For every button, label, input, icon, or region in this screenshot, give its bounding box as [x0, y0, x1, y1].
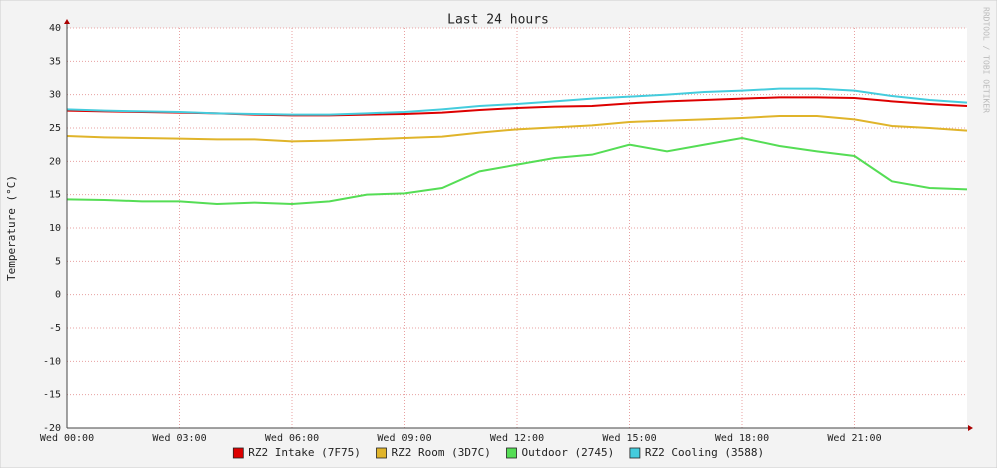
legend-swatch [629, 447, 641, 459]
x-tick-label: Wed 21:00 [827, 433, 881, 444]
x-tick-label: Wed 12:00 [490, 433, 544, 444]
watermark: RRDTOOL / TOBI OETIKER [982, 7, 991, 113]
y-axis-label: Temperature (°C) [5, 175, 18, 281]
y-tick-label: -5 [49, 323, 61, 334]
x-tick-label: Wed 06:00 [265, 433, 319, 444]
series-line [66, 87, 968, 116]
x-tick-label: Wed 03:00 [152, 433, 206, 444]
y-tick-label: 10 [49, 223, 61, 234]
legend-label: RZ2 Cooling (3588) [645, 446, 764, 459]
x-tick-label: Wed 09:00 [377, 433, 431, 444]
axis-arrow [968, 425, 973, 431]
x-tick-label: Wed 18:00 [715, 433, 769, 444]
y-tick-label: 0 [55, 290, 61, 301]
y-tick-label: -10 [43, 356, 61, 367]
series-line [66, 136, 968, 206]
legend-swatch [376, 447, 387, 459]
legend-label: RZ2 Intake (7F75) [248, 446, 361, 459]
legend: RZ2 Intake (7F75) RZ2 Room (3D7C) Outdoor … [232, 446, 764, 459]
y-tick-label: 5 [55, 256, 61, 267]
x-tick-label: Wed 00:00 [40, 433, 94, 444]
legend-swatch [232, 447, 244, 459]
lines [66, 87, 968, 206]
series-line [66, 115, 968, 143]
y-tick-label: -20 [43, 423, 61, 434]
grid [66, 27, 967, 429]
axis-arrow [64, 19, 70, 24]
y-tick-label: -15 [43, 390, 61, 401]
chart-title: Last 24 hours [447, 13, 549, 28]
y-tick-label: 40 [49, 23, 61, 34]
legend-label: Outdoor (2745) [522, 446, 615, 459]
y-tick-label: 20 [49, 156, 61, 167]
legend-swatch [506, 447, 517, 459]
legend-label: RZ2 Room (3D7C) [392, 446, 491, 459]
y-tick-label: 15 [49, 190, 61, 201]
y-tick-label: 25 [49, 123, 61, 134]
x-tick-label: Wed 15:00 [602, 433, 656, 444]
y-tick-label: 35 [49, 56, 61, 67]
y-tick-label: 30 [49, 90, 61, 101]
